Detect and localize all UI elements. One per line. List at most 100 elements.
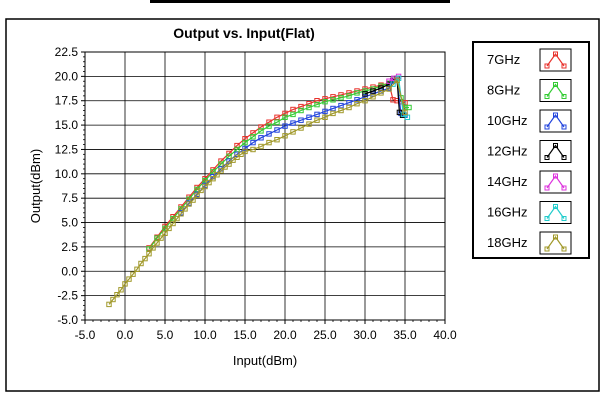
legend-swatch-marker [553, 51, 558, 57]
data-point [330, 97, 336, 103]
data-point [122, 281, 128, 287]
data-point [230, 157, 236, 163]
legend-label: 12GHz [487, 144, 527, 159]
data-point [274, 119, 280, 125]
data-point [242, 148, 248, 155]
data-point [250, 146, 256, 153]
data-point [198, 187, 204, 194]
data-point [404, 114, 411, 120]
x-tick-label: 15.0 [233, 328, 257, 342]
data-point [266, 131, 272, 137]
legend-swatch-marker [544, 155, 550, 160]
legend-swatch-line [546, 174, 565, 189]
x-tick-label: 20.0 [273, 328, 297, 342]
legend-label: 14GHz [487, 174, 527, 189]
data-point [306, 114, 312, 120]
data-point [258, 124, 264, 130]
legend-label: 7GHz [487, 52, 520, 67]
series-line [108, 79, 406, 305]
data-point [274, 137, 280, 143]
series-layer [106, 73, 412, 308]
data-point [282, 110, 288, 117]
data-point [194, 192, 200, 199]
legend: 7GHz 8GHz 10GHz 12GHz 14GHz 16GHz 18GHz [487, 48, 572, 255]
data-point [154, 240, 160, 246]
data-point [330, 110, 336, 117]
data-point [114, 292, 120, 298]
data-point [386, 86, 392, 92]
data-point [250, 139, 256, 146]
legend-swatch-marker [544, 63, 550, 69]
data-point [282, 133, 288, 139]
data-point [346, 93, 352, 99]
data-point [242, 139, 248, 146]
data-point [370, 91, 376, 97]
legend-item-16GHz: 16GHz [487, 201, 572, 224]
data-point [282, 114, 288, 120]
data-point [178, 211, 184, 217]
legend-swatch-line [546, 205, 565, 219]
legend-swatch-marker [561, 94, 567, 99]
x-tick-label: 0.0 [117, 328, 134, 342]
legend-swatch-marker [553, 173, 558, 179]
legend-swatch-marker [561, 185, 567, 191]
data-point [330, 94, 336, 100]
y-tick-label: 7.5 [61, 191, 78, 205]
legend-swatch-marker [544, 216, 550, 221]
data-point [354, 90, 360, 96]
legend-item-10GHz: 10GHz [487, 109, 572, 133]
y-tick-label: 5.0 [61, 216, 78, 230]
legend-swatch-marker [544, 185, 550, 191]
data-point [250, 134, 256, 140]
data-point [126, 276, 132, 282]
legend-swatch-marker [553, 112, 558, 118]
y-tick-label: 2.5 [61, 240, 78, 254]
data-point [166, 225, 172, 232]
data-point [306, 101, 312, 107]
data-point [370, 94, 376, 100]
x-tick-label: -5.0 [75, 328, 96, 342]
data-point [346, 90, 352, 96]
y-tick-label: 0.0 [61, 264, 78, 278]
data-point [146, 251, 152, 257]
data-point [266, 119, 272, 125]
series-line [388, 75, 399, 82]
data-point [298, 117, 304, 123]
x-tick-label: 40.0 [433, 328, 457, 342]
data-point [322, 99, 328, 105]
data-point [182, 206, 188, 212]
data-point [290, 111, 296, 118]
x-tick-label: 5.0 [157, 328, 174, 342]
data-point [362, 88, 368, 94]
data-point [298, 107, 304, 114]
y-tick-label: 15.0 [55, 118, 79, 132]
legend-swatch-marker [561, 155, 567, 160]
x-tick-label: 10.0 [193, 328, 217, 342]
data-point [298, 125, 304, 131]
data-point [338, 92, 344, 98]
y-tick-label: 20.0 [55, 69, 79, 83]
legend-item-12GHz: 12GHz [487, 140, 572, 163]
series-18GHz [106, 77, 408, 308]
data-point [214, 172, 220, 178]
data-point [158, 235, 164, 241]
legend-swatch-line [546, 144, 565, 158]
legend-swatch-line [546, 113, 565, 128]
data-point [138, 260, 144, 267]
y-tick-label: 22.5 [55, 45, 79, 59]
y-tick-label: -2.5 [57, 289, 78, 303]
data-point [106, 301, 112, 308]
x-tick-label: 25.0 [313, 328, 337, 342]
data-point [354, 101, 360, 107]
x-tick-label: 30.0 [353, 328, 377, 342]
axis-ticks: -5.0 0.0 5.0 10.0 15.0 20.0 25.0 30.0 35.0 40.0 -5… [55, 45, 457, 342]
plot-area [84, 51, 446, 321]
data-point [314, 111, 320, 118]
legend-label: 8GHz [487, 83, 520, 98]
legend-swatch-marker [561, 246, 567, 252]
data-point [306, 104, 312, 111]
header-remnant [150, 0, 450, 3]
data-point [370, 88, 376, 94]
data-point [354, 97, 360, 103]
